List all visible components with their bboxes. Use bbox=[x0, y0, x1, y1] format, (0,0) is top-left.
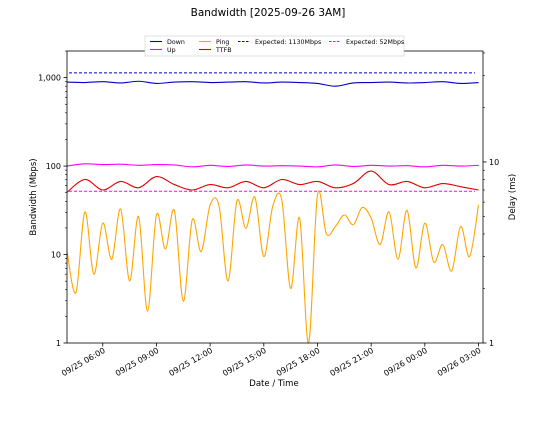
series-line-ping bbox=[66, 190, 480, 344]
x-tick-label: 09/26 00:00 bbox=[382, 346, 429, 378]
plot-area bbox=[67, 51, 483, 343]
y2-axis-ticks: 1 10 bbox=[483, 52, 499, 348]
x-tick-label: 09/25 09:00 bbox=[114, 346, 161, 378]
legend-label: Expected: 1130Mbps bbox=[255, 39, 321, 46]
legend-label: Expected: 52Mbps bbox=[346, 39, 404, 46]
series-lines bbox=[66, 80, 480, 344]
y2-tick-label: 10 bbox=[489, 158, 499, 167]
x-tick-label: 09/25 12:00 bbox=[168, 346, 215, 378]
y-axis-label: Bandwidth (Mbps) bbox=[29, 158, 39, 235]
y-tick-label: 10 bbox=[51, 251, 61, 260]
series-line-ttfb bbox=[66, 170, 479, 193]
y2-axis-label: Delay (ms) bbox=[508, 174, 518, 220]
y-tick-label: 1 bbox=[56, 339, 61, 348]
x-tick-label: 09/25 06:00 bbox=[60, 346, 107, 378]
y-tick-label: 1,000 bbox=[38, 74, 61, 83]
x-tick-label: 09/25 21:00 bbox=[329, 346, 376, 378]
y-axis-ticks: 1 10 100 1,000 bbox=[38, 50, 67, 348]
legend-label: Up bbox=[167, 47, 176, 54]
x-axis-label: Date / Time bbox=[249, 379, 298, 389]
x-tick-label: 09/25 15:00 bbox=[221, 346, 268, 378]
x-axis-ticks: 09/25 06:00 09/25 09:00 09/25 12:00 09/25 1… bbox=[60, 343, 483, 378]
reference-lines bbox=[69, 72, 475, 192]
legend-label: Ping bbox=[216, 39, 229, 46]
x-tick-label: 09/25 18:00 bbox=[275, 346, 322, 378]
series-line-down bbox=[66, 80, 479, 87]
y-tick-label: 100 bbox=[46, 162, 61, 171]
x-tick-label: 09/26 03:00 bbox=[436, 346, 483, 378]
chart-title: Bandwidth [2025-09-26 3AM] bbox=[191, 7, 346, 19]
y2-tick-label: 1 bbox=[489, 339, 494, 348]
legend-label: TTFB bbox=[215, 47, 232, 54]
series-line-up bbox=[66, 163, 479, 168]
legend-label: Down bbox=[167, 39, 185, 46]
